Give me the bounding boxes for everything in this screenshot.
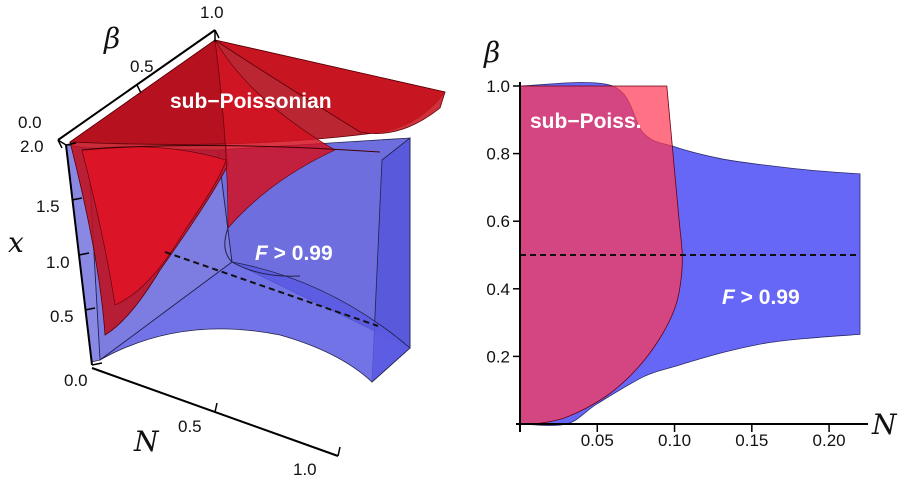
red-surface-wedge [214, 39, 336, 229]
red-surface-inner-fold [81, 146, 227, 306]
y-tick-label: 0.4 [486, 280, 510, 299]
beta-tick-label-2: 1.0 [200, 3, 224, 22]
fidelity-label-2d: F > 0.99 [722, 286, 800, 309]
n-axis-title-3d: N [133, 425, 160, 458]
y-axis-title: β [483, 36, 500, 69]
x-tick-label-1: 0.5 [50, 307, 74, 326]
fidelity-label-3d: F > 0.99 [255, 242, 333, 265]
x-tick-label-3: 1.5 [36, 197, 60, 216]
plot-3d: 0.0 0.5 1.0 1.5 2.0 0.0 0.5 1.0 0.5 1.0 … [8, 3, 446, 479]
fidelity-symbol-3d: F [255, 242, 269, 265]
blue-boundary-curve [224, 227, 301, 277]
beta-tick-label-1: 0.5 [130, 57, 154, 76]
n-axis-tick-marks [214, 402, 341, 457]
beta-axis-line [57, 29, 216, 141]
x-tick-label-2: 1.0 [46, 253, 70, 272]
plot-2d: 0.05 0.10 0.15 0.20 0.2 0.4 0.6 0.8 1.0 β N sub−… [483, 36, 898, 450]
red-surface-curve [81, 144, 381, 153]
fidelity-threshold-2d: > 0.99 [735, 286, 800, 309]
frame-edge-1 [57, 139, 67, 146]
sub-poissonian-label-3d: sub−Poissonian [170, 90, 332, 113]
reference-line-3d [164, 251, 379, 327]
beta-axis-tick-marks [57, 29, 220, 149]
y-tick-label: 0.6 [486, 212, 510, 231]
x-tick-label-0: 0.0 [64, 371, 88, 390]
y-tick-label: 0.2 [486, 347, 510, 366]
sub-poiss-label-2d: sub−Poiss. [530, 110, 641, 133]
x-axis-tick-marks [65, 142, 103, 366]
n-tick-label-1: 1.0 [293, 460, 317, 479]
fidelity-symbol-2d: F [722, 286, 736, 309]
x-tick-label: 0.05 [581, 431, 614, 450]
fidelity-threshold-3d: > 0.99 [268, 242, 333, 265]
blue-volume-bottom-face [99, 261, 411, 383]
x-tick-label-4: 2.0 [20, 137, 44, 156]
x-tick-label: 0.10 [658, 431, 691, 450]
x-axis-title: N [871, 408, 898, 441]
plot-2d-ticks: 0.05 0.10 0.15 0.20 0.2 0.4 0.6 0.8 1.0 [486, 77, 845, 450]
y-tick-label: 1.0 [486, 77, 510, 96]
n-tick-label-0: 0.5 [178, 417, 202, 436]
x-tick-label: 0.20 [813, 431, 846, 450]
x-tick-label: 0.15 [735, 431, 768, 450]
x-axis-title-3d: x [8, 226, 24, 259]
beta-tick-label-0: 0.0 [18, 113, 42, 132]
y-tick-label: 0.8 [486, 145, 510, 164]
red-surface-top-curl [214, 39, 446, 134]
beta-axis-title-3d: β [103, 22, 120, 55]
